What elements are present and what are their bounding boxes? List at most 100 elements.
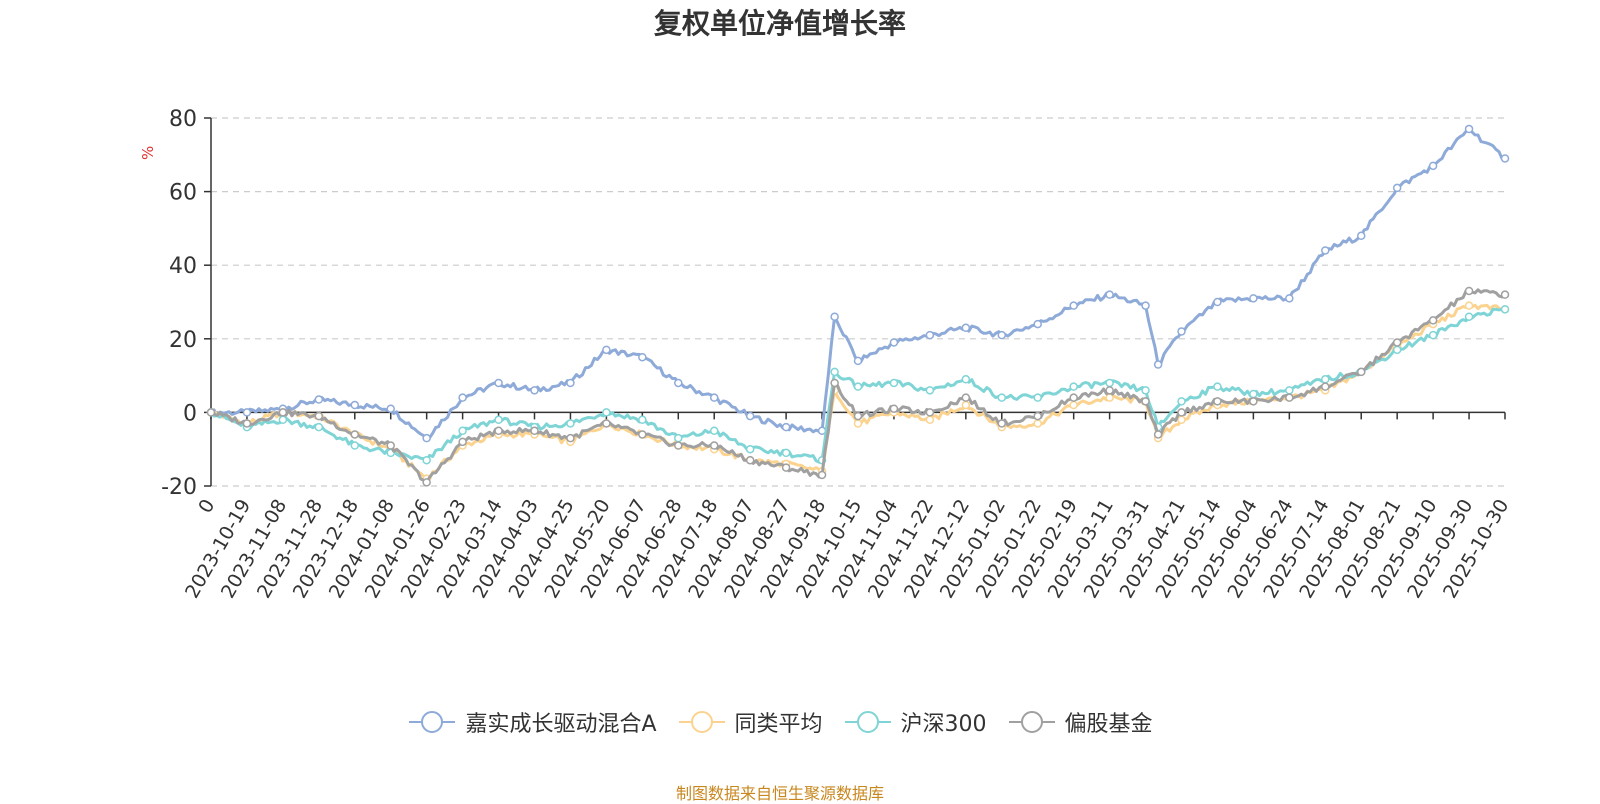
data-point bbox=[1033, 419, 1042, 428]
data-point bbox=[1213, 397, 1222, 406]
data-point bbox=[925, 415, 935, 425]
data-point bbox=[386, 441, 395, 450]
data-point bbox=[1177, 327, 1186, 336]
data-point bbox=[530, 426, 539, 436]
data-point bbox=[1177, 415, 1186, 425]
data-point bbox=[925, 386, 935, 395]
legend-marker-icon bbox=[844, 711, 891, 733]
legend-marker-icon bbox=[678, 711, 725, 733]
data-point bbox=[1356, 367, 1366, 377]
data-point bbox=[674, 433, 683, 443]
data-point bbox=[1356, 231, 1366, 241]
data-point bbox=[745, 444, 755, 454]
data-point bbox=[997, 419, 1007, 428]
data-point bbox=[1105, 386, 1114, 395]
data-point bbox=[458, 426, 467, 436]
data-point bbox=[1321, 382, 1330, 391]
data-point bbox=[853, 382, 863, 391]
data-point bbox=[494, 415, 503, 425]
data-point bbox=[961, 400, 971, 410]
data-point bbox=[853, 356, 863, 366]
data-point bbox=[314, 395, 324, 404]
legend-marker-icon bbox=[409, 711, 456, 733]
data-point bbox=[961, 375, 971, 384]
data-point bbox=[1213, 382, 1222, 391]
data-point bbox=[1153, 360, 1163, 369]
data-point bbox=[853, 411, 863, 421]
data-point bbox=[638, 352, 647, 362]
legend-item[interactable]: 同类平均 bbox=[677, 706, 823, 738]
data-point bbox=[1500, 305, 1510, 314]
data-point bbox=[602, 419, 611, 428]
data-point bbox=[853, 419, 863, 428]
source-note: 制图数据来自恒生聚源数据库 bbox=[675, 784, 884, 803]
legend-label: 同类平均 bbox=[734, 712, 823, 737]
data-point bbox=[1141, 397, 1150, 406]
data-point bbox=[1141, 301, 1150, 310]
data-point bbox=[674, 441, 683, 450]
legend-item[interactable]: 嘉实成长驱动混合A bbox=[407, 706, 657, 738]
legend-marker-icon bbox=[1008, 711, 1055, 733]
data-point bbox=[1153, 430, 1163, 439]
data-point bbox=[1428, 161, 1438, 171]
legend-item[interactable]: 沪深300 bbox=[843, 706, 987, 738]
data-point bbox=[1392, 338, 1402, 347]
y-tick-label: -20 bbox=[161, 475, 197, 500]
data-point bbox=[997, 393, 1007, 402]
y-tick-label: 0 bbox=[183, 401, 197, 426]
data-point bbox=[1177, 408, 1186, 417]
legend-label: 沪深300 bbox=[900, 712, 987, 737]
data-point bbox=[386, 404, 395, 413]
data-point bbox=[1464, 301, 1474, 310]
data-point bbox=[1428, 316, 1438, 325]
data-point bbox=[1464, 312, 1474, 321]
data-point bbox=[1069, 382, 1078, 391]
x-tick-label: 0 bbox=[194, 496, 219, 517]
data-point bbox=[638, 430, 647, 439]
data-point bbox=[314, 422, 324, 432]
data-point bbox=[422, 455, 431, 465]
data-point bbox=[602, 345, 611, 355]
axes bbox=[204, 117, 1506, 487]
data-point bbox=[1285, 386, 1294, 395]
data-point bbox=[1249, 397, 1258, 406]
data-point bbox=[781, 448, 791, 458]
data-point bbox=[638, 415, 647, 425]
data-point bbox=[1069, 393, 1078, 402]
data-point bbox=[1500, 290, 1510, 299]
data-point bbox=[997, 330, 1007, 340]
data-point bbox=[1321, 375, 1330, 384]
data-point bbox=[1249, 294, 1258, 303]
data-point bbox=[1177, 397, 1186, 406]
data-point bbox=[1464, 124, 1474, 134]
data-point bbox=[1033, 319, 1042, 329]
data-point bbox=[745, 455, 755, 465]
grid-lines bbox=[211, 117, 1505, 487]
chart-title: 复权单位净值增长率 bbox=[653, 7, 906, 40]
data-point bbox=[458, 437, 467, 447]
legend-item[interactable]: 偏股基金 bbox=[1007, 706, 1153, 738]
data-point bbox=[530, 386, 539, 395]
data-point bbox=[602, 408, 611, 417]
data-point bbox=[889, 338, 899, 347]
data-point bbox=[422, 433, 431, 443]
data-point bbox=[1213, 297, 1222, 307]
data-point bbox=[1033, 411, 1042, 421]
data-point bbox=[1105, 378, 1114, 388]
y-tick-label: 60 bbox=[169, 181, 197, 206]
data-point bbox=[1249, 389, 1258, 399]
data-point bbox=[1500, 154, 1510, 163]
data-point bbox=[350, 430, 360, 439]
y-axis-unit-label: % bbox=[139, 146, 157, 160]
y-tick-label: 40 bbox=[169, 254, 197, 279]
legend: 嘉实成长驱动混合A 同类平均 沪深300 偏股基金 bbox=[0, 706, 1560, 738]
data-point bbox=[278, 415, 288, 425]
data-point bbox=[422, 478, 431, 487]
data-point bbox=[1285, 393, 1294, 402]
data-point bbox=[1392, 183, 1402, 193]
data-point bbox=[206, 408, 216, 417]
data-point bbox=[1321, 246, 1330, 255]
data-point bbox=[1392, 345, 1402, 355]
data-point bbox=[925, 408, 935, 417]
data-point bbox=[889, 378, 899, 388]
